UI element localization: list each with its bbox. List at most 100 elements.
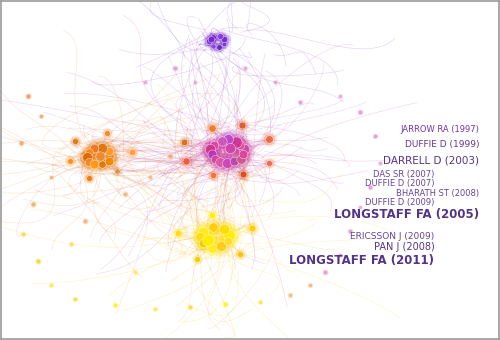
Point [265, 137, 273, 142]
Point [210, 172, 218, 177]
Point [34, 259, 42, 264]
Point [98, 162, 106, 167]
Text: DUFFIE D (2009): DUFFIE D (2009) [365, 198, 434, 207]
Point [214, 44, 222, 50]
Point [216, 33, 224, 38]
Point [180, 139, 188, 144]
Text: BHARATH ST (2008): BHARATH ST (2008) [396, 188, 479, 198]
Point [182, 158, 190, 164]
Point [208, 36, 216, 41]
Point [238, 122, 246, 128]
Point [356, 110, 364, 115]
Point [82, 218, 90, 223]
Point [221, 301, 229, 306]
Point [286, 292, 294, 298]
Point [224, 137, 232, 142]
Point [206, 146, 214, 151]
Point [186, 304, 194, 310]
Point [199, 229, 207, 235]
Point [16, 140, 24, 146]
Point [221, 301, 229, 306]
Point [248, 226, 256, 231]
Point [146, 174, 154, 180]
Point [236, 156, 244, 161]
Point [236, 251, 244, 256]
Point [366, 184, 374, 190]
Point [174, 230, 182, 236]
Point [166, 154, 174, 159]
Point [266, 160, 274, 165]
Point [232, 139, 240, 144]
Point [85, 159, 93, 165]
Point [206, 146, 214, 151]
Point [224, 238, 232, 244]
Point [209, 224, 217, 230]
Point [84, 175, 92, 181]
Point [240, 146, 248, 152]
Point [209, 224, 217, 230]
Point [376, 160, 384, 166]
Point [204, 237, 212, 243]
Point [238, 152, 246, 157]
Text: DARRELL D (2003): DARRELL D (2003) [384, 156, 480, 166]
Point [220, 41, 228, 47]
Point [102, 130, 110, 135]
Point [236, 142, 244, 147]
Point [240, 171, 248, 177]
Point [82, 154, 90, 159]
Text: DAS SR (2007): DAS SR (2007) [373, 170, 434, 179]
Text: DUFFIE D (2007): DUFFIE D (2007) [365, 179, 434, 188]
Point [226, 146, 234, 151]
Point [210, 34, 218, 40]
Point [236, 251, 244, 256]
Point [224, 238, 232, 244]
Point [46, 283, 54, 288]
Point [206, 38, 214, 44]
Point [104, 158, 112, 164]
Point [16, 140, 24, 146]
Point [122, 191, 130, 197]
Point [306, 283, 314, 288]
Point [193, 256, 201, 261]
Point [90, 161, 98, 167]
Point [208, 151, 216, 157]
Point [212, 156, 220, 162]
Point [220, 226, 228, 232]
Point [220, 41, 228, 47]
Point [98, 145, 106, 151]
Point [236, 142, 244, 147]
Point [113, 168, 121, 173]
Point [208, 151, 216, 157]
Point [199, 241, 207, 246]
Point [171, 66, 179, 71]
Point [72, 296, 80, 301]
Point [196, 235, 204, 240]
Point [199, 229, 207, 235]
Point [265, 137, 273, 142]
Point [132, 269, 140, 274]
Point [223, 160, 231, 166]
Point [224, 238, 232, 244]
Point [210, 172, 218, 177]
Point [66, 158, 74, 163]
Point [209, 43, 217, 48]
Point [271, 79, 279, 85]
Point [90, 161, 98, 167]
Point [204, 237, 212, 243]
Point [208, 126, 216, 131]
Point [223, 160, 231, 166]
Point [240, 146, 248, 152]
Point [199, 229, 207, 235]
Point [217, 243, 225, 249]
Text: DUFFIE D (1999): DUFFIE D (1999) [405, 140, 479, 149]
Point [193, 256, 201, 261]
Point [238, 122, 246, 128]
Point [180, 139, 188, 144]
Point [84, 175, 92, 181]
Point [146, 174, 154, 180]
Point [238, 152, 246, 157]
Point [238, 152, 246, 157]
Point [82, 218, 90, 223]
Point [105, 153, 113, 159]
Point [90, 146, 98, 151]
